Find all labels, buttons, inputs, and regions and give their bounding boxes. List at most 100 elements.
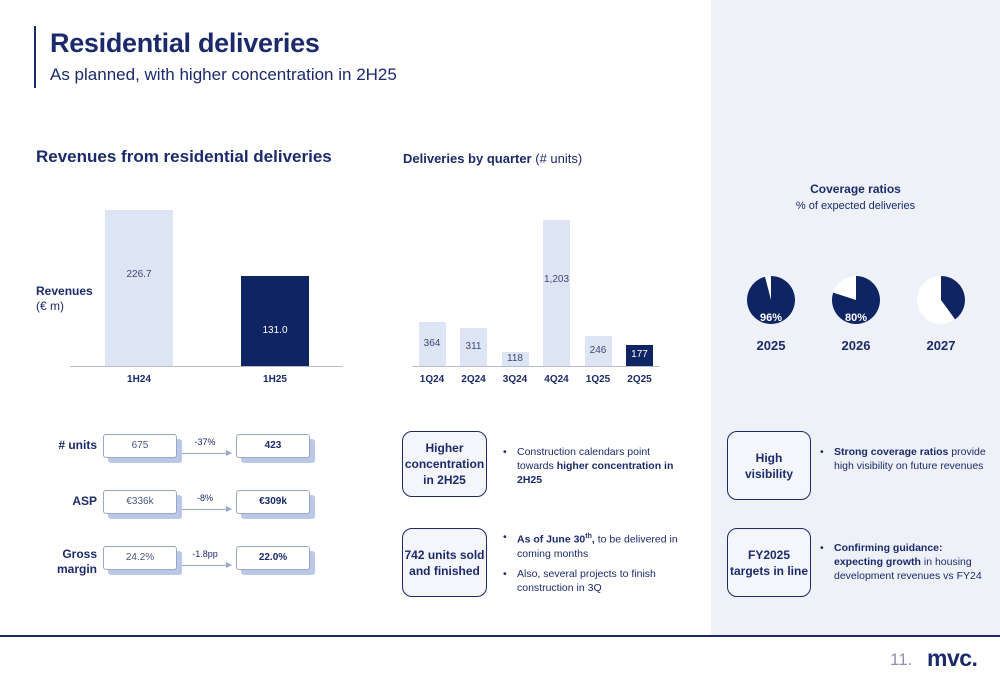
bar-4q24	[543, 220, 570, 366]
bullet-item: Construction calendars point towards hig…	[503, 445, 688, 487]
pie-value-label: 40%	[929, 312, 953, 324]
metric-label-line1: Gross	[62, 547, 97, 561]
pie-year-label: 2026	[841, 338, 871, 353]
x-tick-label: 2Q25	[627, 374, 652, 385]
bar-value-label: 226.7	[126, 269, 152, 281]
bullet-bold: Strong coverage ratios	[834, 446, 949, 458]
deliveries-chart-title: Deliveries by quarter (# units)	[403, 151, 582, 166]
callout-higher-concentration: Higher concentration in 2H25	[402, 431, 487, 497]
metric-after-box: €309k	[236, 490, 310, 514]
bullet-item: Also, several projects to finish constru…	[503, 567, 688, 595]
bullets-units-sold: As of June 30th, to be delivered in comi…	[503, 530, 688, 601]
change-arrow	[182, 450, 232, 456]
callout-visibility-line1: High	[755, 450, 783, 465]
callout-units-sold: 742 units sold and finished	[402, 528, 487, 597]
coverage-pie-2025	[747, 276, 795, 324]
pie-value-label: 96%	[759, 312, 783, 324]
bar-value-label: 118	[507, 352, 523, 364]
page-number: 11.	[890, 650, 913, 669]
bullet-text: Construction calendars point towards	[517, 446, 651, 472]
revenues-axis-label: Revenues (€ m)	[36, 284, 93, 314]
coverage-pie-2027	[917, 276, 965, 324]
callout-concentration-line2: concentration	[404, 457, 485, 471]
x-tick-label: 2Q24	[461, 374, 486, 385]
bar-1h25	[241, 275, 309, 366]
bullet-bold: Confirming guidance: expecting growth	[834, 542, 943, 568]
bar-value-label: 177	[631, 349, 648, 361]
metric-label: Gross margin	[27, 547, 97, 577]
metric-before-box: 24.2%	[103, 546, 177, 570]
metric-after-box: 22.0%	[236, 546, 310, 570]
bullets-visibility: Strong coverage ratios provide high visi…	[820, 445, 990, 479]
callout-guidance-line1: FY2025	[747, 547, 791, 562]
bullet-sup: th	[585, 533, 592, 540]
pie-slice	[747, 276, 795, 324]
bullet-bold: higher concentration in 2H25	[517, 460, 674, 486]
pie-slice	[941, 276, 965, 320]
pie-value-label: 80%	[844, 312, 868, 324]
deliveries-title-bold: Deliveries by quarter	[403, 151, 532, 166]
callout-high-visibility: High visibility	[727, 431, 811, 500]
x-tick-label: 1H24	[127, 374, 151, 385]
x-tick-label: 1Q24	[419, 374, 445, 385]
bar-value-label: 246	[589, 345, 607, 357]
x-axis-line	[70, 366, 343, 367]
bullet-text: to be delivered in coming months	[517, 533, 678, 560]
metric-before-box: €336k	[103, 490, 177, 514]
bar-3q24	[501, 351, 529, 366]
metric-label: ASP	[27, 494, 97, 509]
footer-divider	[0, 635, 1000, 637]
bar-2q24	[460, 328, 487, 366]
bar-1q25	[584, 336, 612, 366]
metric-label: # units	[27, 438, 97, 453]
bullets-concentration: Construction calendars point towards hig…	[503, 445, 688, 493]
callout-fy2025-targets: FY2025 targets in line	[727, 528, 811, 597]
metric-before-box: 675	[103, 434, 177, 458]
revenues-chart-title: Revenues from residential deliveries	[36, 147, 332, 166]
mvc-logo: mvc.	[927, 645, 978, 671]
deliveries-title-rest: (# units)	[531, 151, 583, 166]
bar-1h24	[105, 210, 173, 366]
metric-label-line1: ASP	[72, 494, 97, 508]
coverage-title: Coverage ratios	[810, 182, 901, 196]
bullet-item: Confirming guidance: expecting growth in…	[820, 541, 992, 583]
x-tick-label: 1Q25	[585, 374, 611, 385]
bullet-text: Also, several projects to finish constru…	[517, 567, 656, 594]
change-arrow	[182, 506, 232, 512]
bullet-text: provide high visibility on future revenu…	[834, 446, 986, 472]
callout-guidance-line2: targets in line	[729, 563, 809, 578]
pie-year-label: 2025	[756, 338, 786, 353]
bar-value-label: 364	[423, 337, 441, 349]
x-tick-label: 3Q24	[502, 374, 528, 385]
callout-units-line2: and finished	[409, 563, 480, 578]
x-tick-label: 1H25	[263, 374, 287, 385]
bullets-guidance: Confirming guidance: expecting growth in…	[820, 541, 992, 589]
metric-change-label: -8%	[196, 493, 213, 503]
page-title: Residential deliveries	[50, 28, 320, 58]
metric-label-line2: margin	[56, 562, 97, 576]
metric-after-box: 423	[236, 434, 310, 458]
metric-change-label: -37%	[194, 437, 216, 447]
metric-change-label: -1.8pp	[192, 549, 218, 559]
pie-slice	[832, 276, 880, 324]
change-arrow	[182, 562, 232, 568]
bullet-bold-end: ,	[591, 533, 595, 546]
revenues-axis-label-line1: Revenues	[36, 284, 93, 298]
callout-units-line1: 742 units sold	[404, 547, 485, 562]
bar-1q24	[418, 321, 446, 366]
bar-value-label: 131.0	[262, 324, 288, 336]
pie-year-label: 2027	[926, 338, 956, 353]
callout-visibility-line2: visibility	[744, 466, 794, 481]
x-axis-line	[412, 366, 660, 367]
bullet-bold: As of June 30	[517, 533, 586, 546]
bar-value-label: 1,203	[543, 274, 570, 286]
coverage-subtitle: % of expected deliveries	[795, 200, 916, 212]
bullet-text: in housing development revenues vs FY24	[834, 556, 982, 582]
bullet-item: As of June 30th, to be delivered in comi…	[503, 530, 688, 561]
callout-concentration-line3: in 2H25	[423, 473, 466, 487]
coverage-pie-2026	[832, 276, 880, 324]
metric-label-line1: # units	[58, 438, 97, 452]
bar-value-label: 311	[465, 341, 482, 353]
revenues-axis-label-line2: (€ m)	[36, 299, 64, 313]
bullet-item: Strong coverage ratios provide high visi…	[820, 445, 990, 473]
